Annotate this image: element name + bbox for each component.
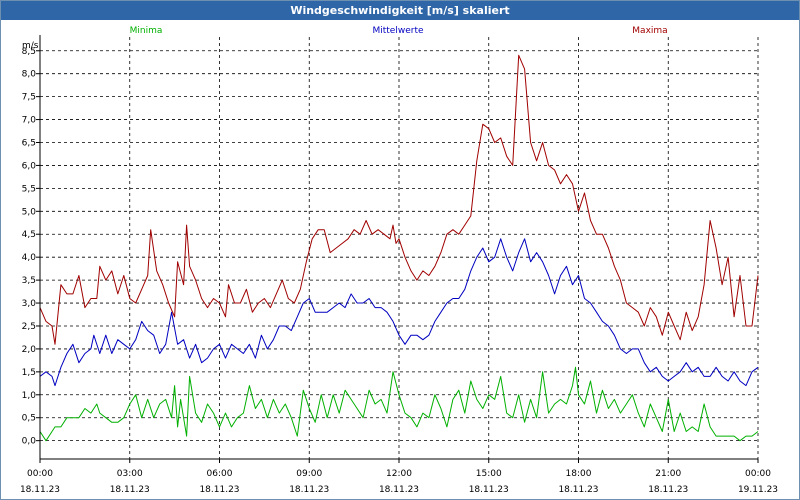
x-tick-time-label: 06:00 [207,469,233,479]
y-tick-label: 7,5 [22,93,36,103]
y-tick-label: 5,0 [22,207,37,217]
y-tick-label: 1,5 [22,368,36,378]
x-tick-time-label: 21:00 [655,469,681,479]
y-tick-label: 8,0 [22,70,37,80]
x-tick-time-label: 00:00 [27,469,53,479]
x-tick-date-label: 18.11.23 [379,485,419,495]
legend-mittelwerte: Mittelwerte [372,26,423,36]
y-axis-unit-label: m/s [22,41,39,51]
legend-minima: Minima [130,26,163,36]
x-tick-date-label: 18.11.23 [469,485,509,495]
series-line-mittelwerte [39,238,759,387]
y-tick-label: 4,0 [22,253,37,263]
x-tick-time-label: 12:00 [386,469,412,479]
series-layer [39,54,759,442]
x-tick-time-label: 15:00 [476,469,502,479]
x-tick-date-label: 18.11.23 [558,485,598,495]
x-tick-time-label: 00:00 [745,469,771,479]
series-line-maxima [39,54,759,345]
legend-maxima: Maxima [632,26,667,36]
labels: 0,0 0,5 1,0 1,5 2,0 2,5 3,0 3,5 4,0 4,5 5,0 5,5 6,0 6… [20,26,778,495]
series-line-minima [39,366,759,442]
y-tick-label: 3,0 [22,299,37,309]
y-tick-label: 6,5 [22,139,36,149]
x-tick-date-label: 18.11.23 [110,485,150,495]
y-tick-label: 1,0 [22,391,37,401]
x-tick-date-label: 18.11.23 [648,485,688,495]
y-tick-label: 6,0 [22,161,37,171]
y-tick-label: 0,0 [22,437,37,447]
x-tick-time-label: 18:00 [566,469,592,479]
x-tick-time-label: 09:00 [296,469,322,479]
y-tick-label: 2,0 [22,345,37,355]
y-tick-label: 3,5 [22,276,36,286]
x-tick-time-label: 03:00 [117,469,143,479]
x-tick-date-label: 18.11.23 [289,485,329,495]
y-tick-label: 0,5 [22,414,36,424]
y-tick-label: 8,5 [22,47,36,57]
x-tick-date-label: 19.11.23 [738,485,778,495]
y-tick-label: 5,5 [22,184,36,194]
chart-title: Windgeschwindigkeit [m/s] skaliert [1,1,799,20]
y-tick-label: 2,5 [22,322,36,332]
y-tick-label: 7,0 [22,116,37,126]
x-tick-date-label: 18.11.23 [199,485,239,495]
x-tick-date-label: 18.11.23 [20,485,60,495]
axes [36,35,759,463]
y-tick-label: 4,5 [22,230,36,240]
